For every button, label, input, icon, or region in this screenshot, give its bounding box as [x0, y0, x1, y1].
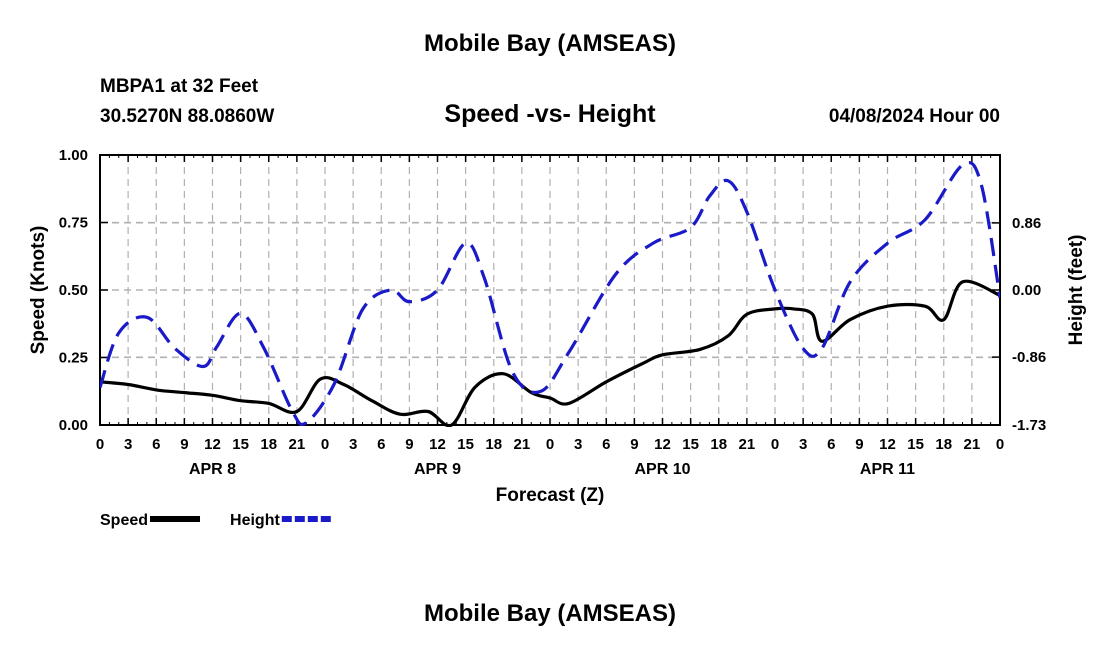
x-tick-label: 15 — [682, 436, 699, 453]
station-label: MBPA1 at 32 Feet — [100, 76, 259, 97]
day-label: APR 10 — [634, 461, 690, 478]
legend: Speed Height — [100, 512, 332, 529]
x-tick-label: 0 — [321, 436, 329, 453]
x-tick-label: 6 — [377, 436, 385, 453]
x-tick-label: 21 — [964, 436, 981, 453]
y-right-tick-label: -0.86 — [1012, 349, 1046, 366]
y-right-tick-label: 0.00 — [1012, 282, 1041, 299]
x-tick-label: 12 — [654, 436, 671, 453]
x-tick-label: 12 — [204, 436, 221, 453]
label-layer: 0 3 6 9 12 15 18 21 0 3 6 9 12 15 18 21 0 3 6 9 12 15 18 21 0 3 6 9… — [28, 147, 1087, 506]
y-right-axis-title: Height (feet) — [1066, 235, 1087, 346]
x-tick-label: 0 — [546, 436, 554, 453]
speed-height-chart: 0 3 6 9 12 15 18 21 0 3 6 9 12 15 18 21 0 3 6 9 12 15 18 21 0 3 6 9… — [28, 147, 1087, 529]
day-label: APR 9 — [414, 461, 461, 478]
tick-layer — [99, 154, 1001, 426]
x-tick-label: 6 — [827, 436, 835, 453]
coordinates-label: 30.5270N 88.0860W — [100, 106, 275, 127]
x-tick-label: 0 — [996, 436, 1004, 453]
x-tick-label: 15 — [232, 436, 249, 453]
legend-label: Speed — [100, 512, 148, 529]
y-left-tick-label: 0.25 — [59, 350, 88, 367]
y-left-tick-label: 0.75 — [59, 215, 88, 232]
x-tick-label: 15 — [907, 436, 924, 453]
x-tick-label: 9 — [630, 436, 638, 453]
x-tick-label: 3 — [799, 436, 807, 453]
y-left-axis-title: Speed (Knots) — [28, 226, 49, 355]
x-tick-label: 0 — [771, 436, 779, 453]
x-tick-label: 18 — [485, 436, 502, 453]
day-label: APR 8 — [189, 461, 236, 478]
legend-label: Height — [230, 512, 280, 529]
y-right-tick-label: 0.86 — [1012, 215, 1041, 232]
x-tick-label: 9 — [180, 436, 188, 453]
series-layer — [100, 161, 1000, 427]
x-tick-label: 6 — [152, 436, 160, 453]
x-tick-label: 9 — [855, 436, 863, 453]
x-tick-label: 12 — [879, 436, 896, 453]
chart-title: Mobile Bay (AMSEAS) — [423, 30, 677, 57]
x-tick-label: 12 — [429, 436, 446, 453]
height-series-line — [100, 161, 1000, 427]
day-label: APR 11 — [860, 461, 915, 478]
y-left-tick-label: 0.00 — [59, 417, 88, 434]
x-tick-label: 18 — [710, 436, 727, 453]
x-tick-label: 21 — [289, 436, 306, 453]
x-tick-label: 15 — [457, 436, 474, 453]
y-left-tick-label: 0.50 — [59, 282, 88, 299]
chart-subtitle: Speed -vs- Height — [444, 100, 656, 128]
forecast-datetime: 04/08/2024 Hour 00 — [828, 106, 1000, 127]
x-tick-label: 21 — [739, 436, 756, 453]
x-tick-label: 3 — [124, 436, 132, 453]
x-tick-label: 21 — [514, 436, 531, 453]
second-chart-title: Mobile Bay (AMSEAS) — [423, 600, 677, 627]
y-left-tick-label: 1.00 — [59, 147, 88, 164]
x-tick-label: 9 — [405, 436, 413, 453]
x-tick-label: 0 — [96, 436, 104, 453]
x-tick-label: 3 — [349, 436, 357, 453]
x-axis-title: Forecast (Z) — [496, 485, 605, 506]
x-tick-label: 6 — [602, 436, 610, 453]
grid-layer — [100, 155, 1000, 425]
y-right-tick-label: -1.73 — [1012, 417, 1046, 434]
x-tick-label: 18 — [935, 436, 952, 453]
x-tick-label: 3 — [574, 436, 582, 453]
x-tick-label: 18 — [260, 436, 277, 453]
